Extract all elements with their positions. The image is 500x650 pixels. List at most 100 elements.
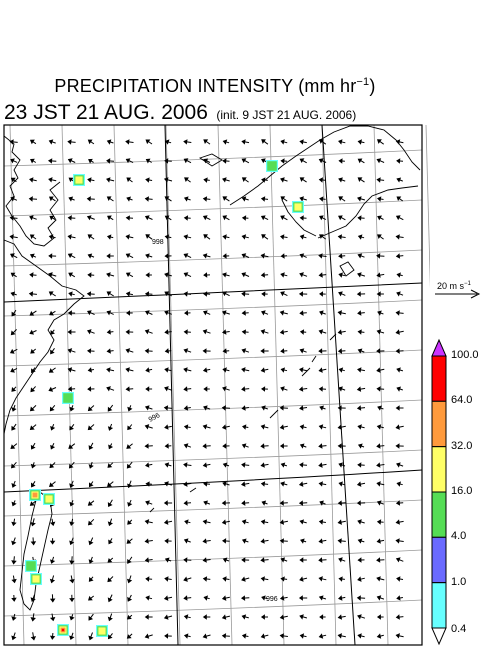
wind-arrow (280, 139, 288, 145)
wind-arrow (163, 519, 173, 525)
wind-arrow (145, 386, 153, 392)
wind-arrow (337, 443, 346, 449)
wind-arrow (126, 461, 133, 469)
wind-arrow (203, 291, 211, 297)
wind-reference-arrow (435, 289, 481, 299)
wind-arrow (87, 272, 95, 278)
wind-arrow (88, 595, 95, 601)
wind-arrow (125, 234, 134, 240)
wind-arrow (222, 215, 230, 221)
wind-arrow (260, 557, 269, 563)
wind-arrow (338, 158, 345, 164)
wind-arrow (299, 557, 307, 563)
wind-arrow (164, 310, 172, 316)
wind-arrow (69, 614, 75, 621)
wind-arrow (202, 576, 211, 582)
wind-arrow (337, 519, 346, 525)
wind-arrow (222, 196, 230, 202)
wind-arrow (357, 538, 365, 544)
wind-arrow (298, 386, 308, 392)
wind-arrow (89, 481, 94, 488)
wind-arrow (280, 196, 288, 202)
wind-arrow (376, 595, 385, 601)
wind-arrow (279, 633, 288, 639)
wind-arrow (357, 424, 365, 430)
wind-arrow (318, 386, 327, 392)
wind-arrow (356, 386, 366, 392)
wind-arrow (338, 177, 346, 183)
wind-arrow (67, 329, 76, 335)
colorbar-segment (431, 355, 447, 402)
wind-arrow (376, 139, 384, 145)
wind-arrow (319, 215, 327, 221)
wind-arrow (376, 557, 385, 563)
wind-arrow (107, 557, 114, 563)
wind-arrow (126, 196, 133, 202)
wind-arrow (318, 367, 327, 373)
wind-arrow (183, 272, 192, 278)
wind-arrow (280, 348, 288, 354)
wind-arrow (48, 196, 56, 202)
colorbar-label: 16.0 (451, 485, 473, 497)
wind-arrow (145, 462, 153, 468)
wind-arrow (67, 386, 76, 392)
wind-arrow (338, 481, 346, 487)
wind-arrow (203, 310, 211, 316)
wind-arrow (10, 253, 18, 259)
wind-arrow (203, 481, 211, 487)
wind-arrow (299, 310, 307, 316)
wind-arrow (376, 386, 385, 392)
wind-arrow (241, 215, 249, 221)
wind-arrow (299, 177, 307, 183)
wind-arrow (395, 139, 404, 145)
wind-arrow (164, 386, 173, 392)
wind-arrow (183, 576, 192, 582)
wind-arrow (338, 196, 346, 202)
wind-arrow (202, 367, 211, 373)
wind-arrow (202, 519, 211, 525)
wind-arrow (183, 215, 191, 221)
wind-arrow (318, 329, 327, 335)
wind-arrow (126, 443, 133, 449)
wind-arrow (395, 424, 404, 430)
precip-cell (266, 160, 278, 172)
wind-arrow (319, 196, 326, 202)
precip-cell (57, 624, 69, 636)
wind-arrow (163, 614, 173, 620)
wind-arrow (144, 538, 153, 544)
wind-arrow (86, 196, 95, 202)
wind-arrow (29, 424, 37, 430)
wind-arrow (376, 462, 385, 468)
wind-arrow (260, 424, 269, 430)
wind-arrow (11, 309, 17, 317)
wind-arrow (396, 595, 403, 601)
wind-arrow (144, 519, 153, 525)
wind-arrow (106, 158, 115, 164)
wind-arrow (88, 537, 94, 546)
wind-arrow (108, 443, 114, 450)
wind-arrow (221, 424, 230, 430)
wind-arrow (357, 310, 365, 316)
wind-arrow (241, 557, 250, 563)
wind-arrow (144, 215, 153, 221)
wind-arrow (125, 367, 134, 373)
wind-arrow (126, 575, 133, 584)
wind-arrow (30, 594, 36, 603)
wind-arrow (106, 386, 115, 392)
wind-arrow (67, 310, 76, 316)
wind-arrow (396, 462, 404, 468)
wind-arrow (145, 310, 153, 316)
wind-arrow (357, 215, 365, 221)
wind-arrow (107, 499, 113, 507)
wind-arrow (49, 215, 56, 221)
wind-arrow (145, 234, 153, 240)
wind-arrow (145, 158, 152, 164)
wind-arrow (127, 424, 133, 431)
init-time: (init. 9 JST 21 AUG. 2006) (216, 108, 357, 122)
wind-arrow (318, 462, 327, 468)
wind-arrow (318, 519, 326, 525)
wind-arrow (87, 424, 95, 431)
wind-arrow (183, 424, 191, 430)
wind-arrow (87, 367, 94, 373)
wind-arrow (357, 557, 365, 563)
